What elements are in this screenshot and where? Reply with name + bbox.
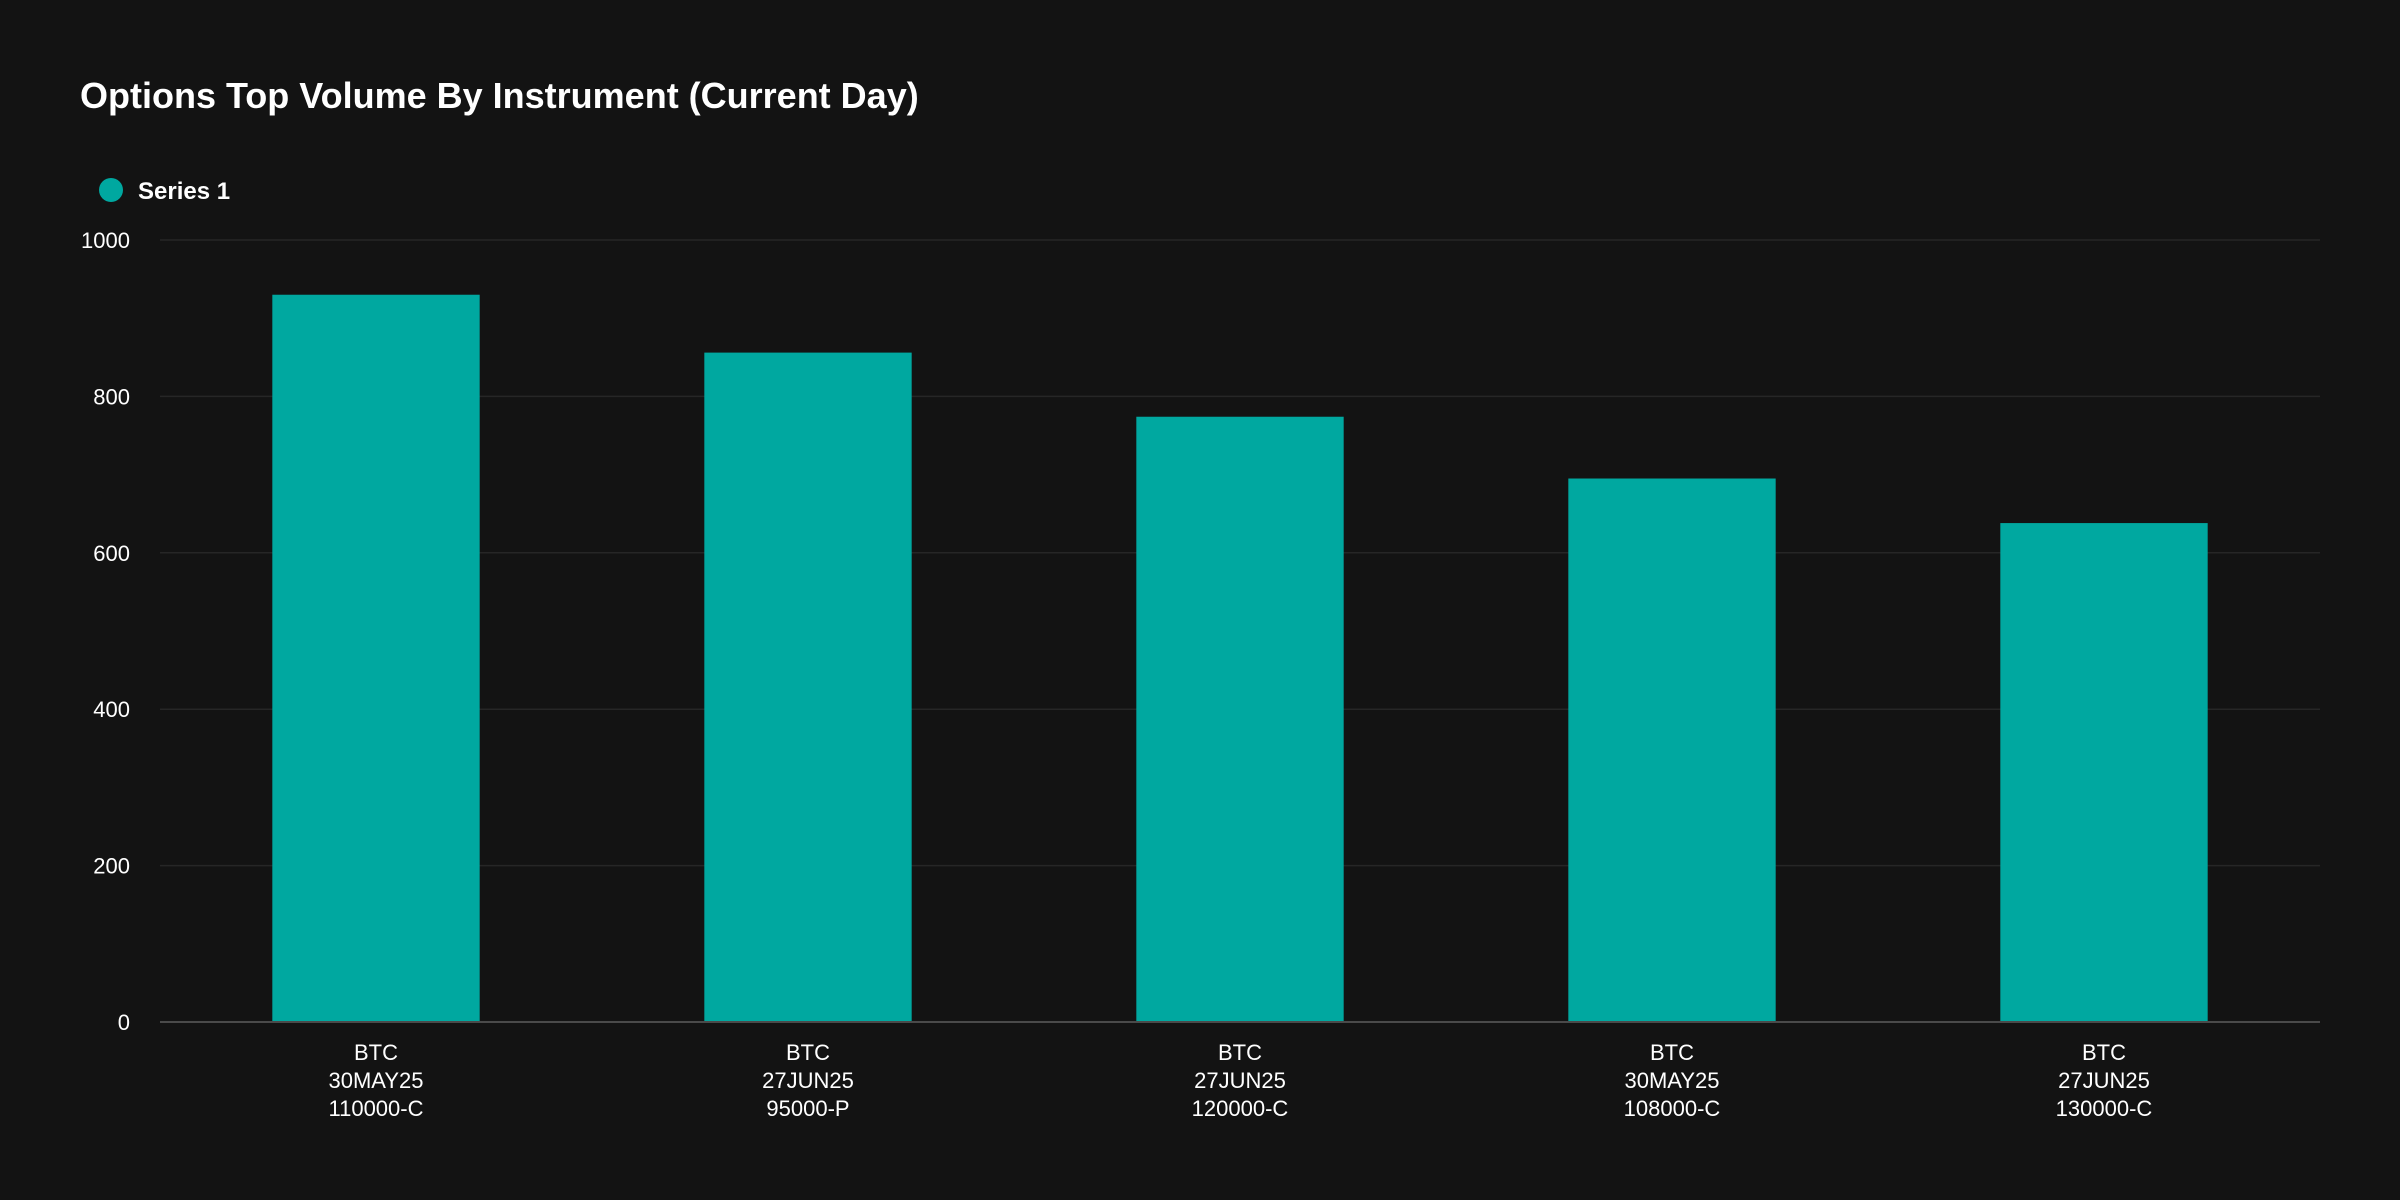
x-tick-label-line: 120000-C: [1192, 1096, 1289, 1121]
x-tick-label-line: BTC: [2082, 1040, 2126, 1065]
x-tick-label: BTC 27JUN25 95000-P: [762, 1040, 854, 1121]
y-tick-label: 200: [93, 854, 130, 879]
x-axis: BTC 30MAY25 110000-C BTC 27JUN25 95000-P BTC 27…: [160, 1021, 2320, 1121]
x-tick-label-line: 110000-C: [329, 1096, 424, 1121]
bar[interactable]: [1568, 478, 1776, 1022]
bar[interactable]: [704, 352, 912, 1022]
y-tick-label: 1000: [81, 228, 130, 253]
x-tick-label: BTC 30MAY25 108000-C: [1624, 1040, 1721, 1121]
x-tick-label-line: 27JUN25: [2058, 1068, 2150, 1093]
x-tick-label-line: BTC: [1650, 1040, 1694, 1065]
x-tick-label-line: 95000-P: [766, 1096, 849, 1121]
y-tick-label: 600: [93, 541, 130, 566]
x-tick-label: BTC 30MAY25 110000-C: [329, 1040, 424, 1121]
x-tick-label-line: BTC: [1218, 1040, 1262, 1065]
x-tick-label: BTC 27JUN25 130000-C: [2056, 1040, 2153, 1121]
bar[interactable]: [1136, 416, 1344, 1022]
y-tick-label: 800: [93, 384, 130, 409]
legend-label-series-1: Series 1: [138, 178, 230, 205]
legend[interactable]: Series 1: [99, 178, 230, 205]
x-tick-label-line: 30MAY25: [329, 1068, 424, 1093]
x-tick-label-line: 27JUN25: [762, 1068, 854, 1093]
y-axis: 0 200 400 600 800 1000: [81, 228, 130, 1035]
x-tick-label: BTC 27JUN25 120000-C: [1192, 1040, 1289, 1121]
x-tick-label-line: 108000-C: [1624, 1096, 1721, 1121]
x-tick-label-line: 130000-C: [2056, 1096, 2153, 1121]
legend-marker-series-1: [99, 178, 123, 202]
y-tick-label: 0: [118, 1010, 130, 1035]
x-tick-label-line: BTC: [354, 1040, 398, 1065]
bar[interactable]: [2000, 523, 2208, 1022]
x-tick-label-line: 30MAY25: [1625, 1068, 1720, 1093]
bars: [272, 294, 2208, 1022]
bar[interactable]: [272, 294, 480, 1022]
y-tick-label: 400: [93, 697, 130, 722]
chart-title: Options Top Volume By Instrument (Curren…: [80, 75, 919, 116]
x-tick-label-line: 27JUN25: [1194, 1068, 1286, 1093]
x-tick-label-line: BTC: [786, 1040, 830, 1065]
